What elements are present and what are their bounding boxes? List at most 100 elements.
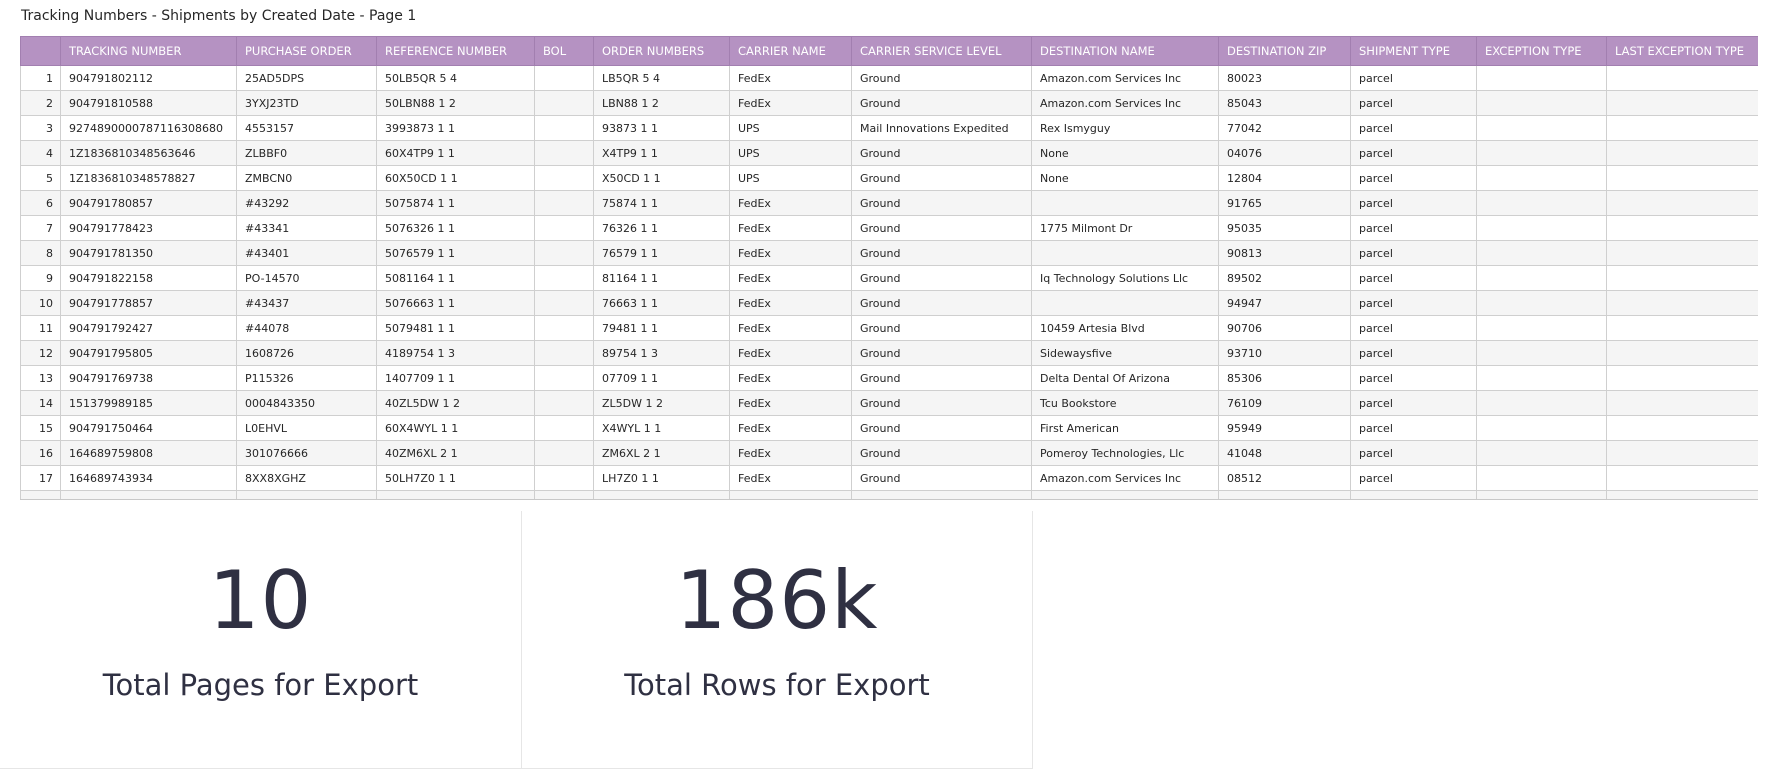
col-header-index [20, 36, 61, 66]
cell-tracking-number: 164689743934 [60, 465, 237, 491]
cell-carrier-name: UPS [729, 140, 852, 166]
cell-purchase-order: 301076666 [236, 440, 377, 466]
table-row[interactable]: 17 164689743934 8XX8XGHZ 50LH7Z0 1 1 LH7Z0 1… [20, 465, 1758, 491]
cell-index: 3 [20, 115, 61, 141]
cell-carrier-name: FedEx [729, 190, 852, 216]
cell-shipment-type: parcel [1350, 340, 1477, 366]
cell-tracking-number: 164689759808 [60, 440, 237, 466]
cell-bol [534, 240, 594, 266]
cell-bol [534, 215, 594, 241]
cell-exception-type [1476, 240, 1607, 266]
cell-order-numbers [593, 490, 730, 499]
table-row[interactable]: 5 1Z1836810348578827 ZMBCN0 60X50CD 1 1 X50C… [20, 165, 1758, 191]
cell-order-numbers: 76579 1 1 [593, 240, 730, 266]
cell-exception-type [1476, 165, 1607, 191]
cell-exception-type [1476, 315, 1607, 341]
cell-bol [534, 90, 594, 116]
col-header-destination-zip[interactable]: DESTINATION ZIP [1218, 36, 1351, 66]
table-row[interactable]: 4 1Z1836810348563646 ZLBBF0 60X4TP9 1 1 X4TP… [20, 140, 1758, 166]
col-header-carrier-name[interactable]: CARRIER NAME [729, 36, 852, 66]
cell-carrier-service-level [851, 490, 1032, 499]
table-row[interactable]: 13 904791769738 P115326 1407709 1 1 07709 1 … [20, 365, 1758, 391]
cell-destination-zip: 08512 [1218, 465, 1351, 491]
col-header-shipment-type[interactable]: SHIPMENT TYPE [1350, 36, 1477, 66]
cell-index: 5 [20, 165, 61, 191]
cell-exception-type [1476, 290, 1607, 316]
table-row[interactable]: 2 904791810588 3YXJ23TD 50LBN88 1 2 LBN88 1 … [20, 90, 1758, 116]
col-header-reference-number[interactable]: REFERENCE NUMBER [376, 36, 535, 66]
cell-tracking-number: 904791778857 [60, 290, 237, 316]
cell-carrier-service-level: Ground [851, 240, 1032, 266]
col-header-tracking-number[interactable]: TRACKING NUMBER [60, 36, 237, 66]
cell-reference-number: 1407709 1 1 [376, 365, 535, 391]
cell-reference-number: 5079481 1 1 [376, 315, 535, 341]
cell-carrier-name: FedEx [729, 390, 852, 416]
table-row[interactable]: 1 904791802112 25AD5DPS 50LB5QR 5 4 LB5QR 5 … [20, 65, 1758, 91]
cell-order-numbers: LH7Z0 1 1 [593, 465, 730, 491]
cell-carrier-service-level: Ground [851, 290, 1032, 316]
table-row[interactable]: 9 904791822158 PO-14570 5081164 1 1 81164 1 … [20, 265, 1758, 291]
cell-index: 7 [20, 215, 61, 241]
cell-carrier-name: FedEx [729, 465, 852, 491]
col-header-carrier-service-level[interactable]: CARRIER SERVICE LEVEL [851, 36, 1032, 66]
cell-carrier-service-level: Ground [851, 365, 1032, 391]
table-row[interactable]: 11 904791792427 #44078 5079481 1 1 79481 1 1… [20, 315, 1758, 341]
cell-shipment-type: parcel [1350, 465, 1477, 491]
cell-destination-name: First American [1031, 415, 1219, 441]
cell-carrier-service-level: Ground [851, 390, 1032, 416]
cell-reference-number: 40ZM6XL 2 1 [376, 440, 535, 466]
cell-index: 2 [20, 90, 61, 116]
cell-last-exception-type [1606, 415, 1758, 441]
cell-bol [534, 415, 594, 441]
export-summary-tiles: 10 Total Pages for Export 186k Total Row… [0, 511, 1769, 769]
cell-last-exception-type [1606, 365, 1758, 391]
cell-destination-zip: 91765 [1218, 190, 1351, 216]
table-body: 1 904791802112 25AD5DPS 50LB5QR 5 4 LB5QR 5 … [20, 65, 1758, 499]
table-row[interactable]: 15 904791750464 L0EHVL 60X4WYL 1 1 X4WYL 1 1… [20, 415, 1758, 441]
cell-last-exception-type [1606, 290, 1758, 316]
col-header-exception-type[interactable]: EXCEPTION TYPE [1476, 36, 1607, 66]
table-row[interactable]: 14 151379989185 0004843350 40ZL5DW 1 2 ZL5DW… [20, 390, 1758, 416]
cell-tracking-number: 904791792427 [60, 315, 237, 341]
cell-destination-name: Sidewaysfive [1031, 340, 1219, 366]
cell-last-exception-type [1606, 190, 1758, 216]
col-header-purchase-order[interactable]: PURCHASE ORDER [236, 36, 377, 66]
total-rows-value: 186k [675, 554, 879, 647]
cell-last-exception-type [1606, 465, 1758, 491]
cell-shipment-type: parcel [1350, 90, 1477, 116]
table-row[interactable]: 16 164689759808 301076666 40ZM6XL 2 1 ZM6XL … [20, 440, 1758, 466]
cell-carrier-name: FedEx [729, 90, 852, 116]
col-header-order-numbers[interactable]: ORDER NUMBERS [593, 36, 730, 66]
cell-purchase-order: 8XX8XGHZ [236, 465, 377, 491]
cell-tracking-number: 1Z1836810348578827 [60, 165, 237, 191]
cell-reference-number: 60X50CD 1 1 [376, 165, 535, 191]
cell-last-exception-type [1606, 140, 1758, 166]
cell-destination-zip: 90706 [1218, 315, 1351, 341]
cell-carrier-service-level: Ground [851, 340, 1032, 366]
col-header-destination-name[interactable]: DESTINATION NAME [1031, 36, 1219, 66]
col-header-last-exception-type[interactable]: LAST EXCEPTION TYPE [1606, 36, 1758, 66]
cell-reference-number: 5076579 1 1 [376, 240, 535, 266]
col-header-bol[interactable]: BOL [534, 36, 594, 66]
cell-order-numbers: 89754 1 3 [593, 340, 730, 366]
cell-index [20, 490, 61, 499]
cell-shipment-type: parcel [1350, 140, 1477, 166]
cell-reference-number: 5076326 1 1 [376, 215, 535, 241]
table-row[interactable]: 10 904791778857 #43437 5076663 1 1 76663 1 1… [20, 290, 1758, 316]
cell-index: 9 [20, 265, 61, 291]
cell-exception-type [1476, 490, 1607, 499]
cell-order-numbers: 81164 1 1 [593, 265, 730, 291]
cell-tracking-number: 904791822158 [60, 265, 237, 291]
cell-bol [534, 190, 594, 216]
table-row[interactable]: 12 904791795805 1608726 4189754 1 3 89754 1 … [20, 340, 1758, 366]
cell-bol [534, 165, 594, 191]
cell-destination-name: Delta Dental Of Arizona [1031, 365, 1219, 391]
shipments-table-container[interactable]: TRACKING NUMBER PURCHASE ORDER REFERENCE… [20, 36, 1758, 500]
cell-destination-zip: 95035 [1218, 215, 1351, 241]
cell-purchase-order: #43437 [236, 290, 377, 316]
cell-carrier-name: FedEx [729, 340, 852, 366]
table-row[interactable]: 3 9274890000787116308680 4553157 3993873 1 … [20, 115, 1758, 141]
